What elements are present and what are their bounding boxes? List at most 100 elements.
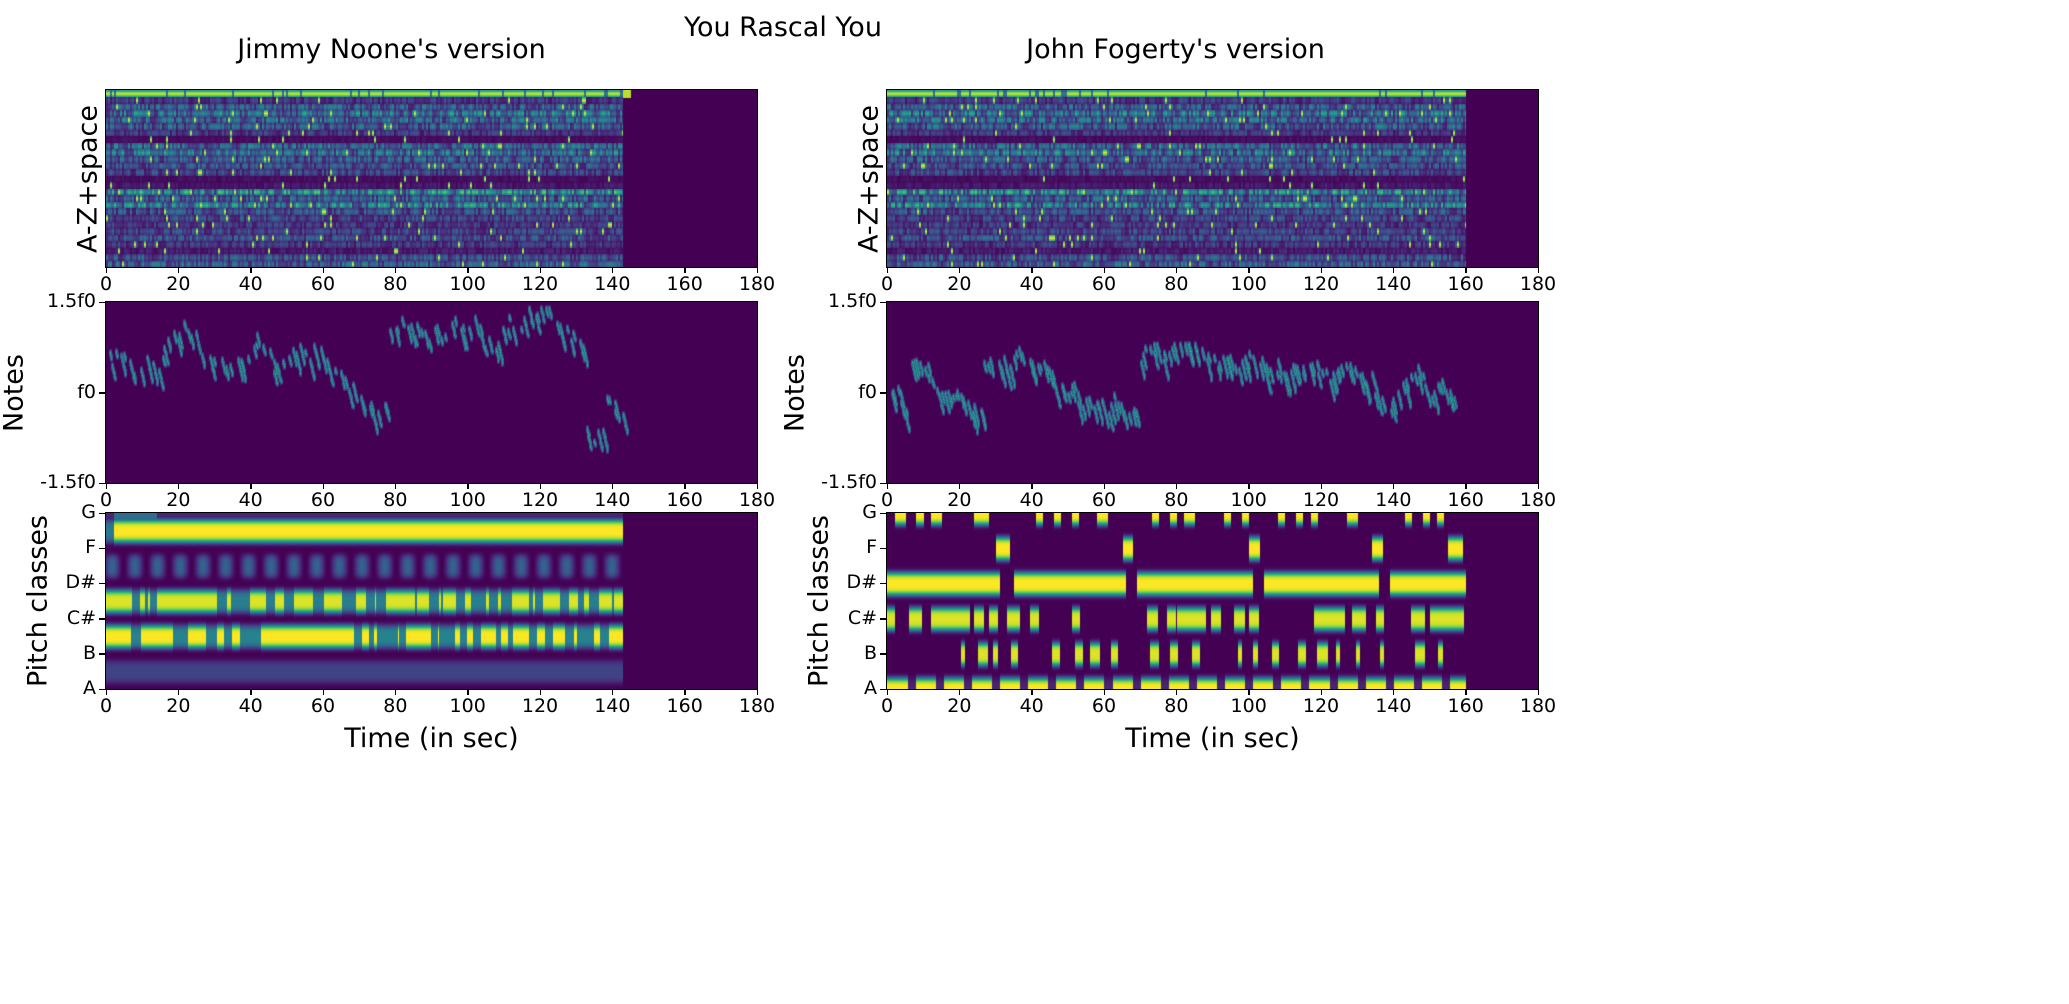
right-notes-xtick <box>1537 483 1539 489</box>
right-letters-ylabel: A-Z+space <box>853 104 885 253</box>
left-notes-ylabel: Notes <box>0 353 30 432</box>
right-pitch-classes-xtick <box>958 689 961 695</box>
right-notes-heatmap <box>886 301 1539 484</box>
left-notes-xtick-label: 160 <box>666 489 703 511</box>
right-notes-ytick-label: 1.5f0 <box>828 290 877 312</box>
left-letters-xtick <box>250 267 252 273</box>
left-pitch-classes-xtick <box>611 689 614 695</box>
right-pitch-classes-ytick <box>880 653 886 655</box>
right-notes-xtick-label: 100 <box>1230 489 1267 511</box>
left-notes-ytick <box>99 482 105 484</box>
left-letters-xtick <box>322 267 324 273</box>
right-letters-heatmap <box>886 89 1539 268</box>
left-pitch-classes-ytick <box>99 653 105 655</box>
left-pitch-classes-xtick-label: 20 <box>166 695 191 717</box>
right-pitch-classes-xtick-label: 160 <box>1447 695 1484 717</box>
right-notes-xtick-label: 0 <box>880 489 894 511</box>
right-notes-xtick-label: 120 <box>1302 489 1340 511</box>
left-notes-xtick-label: 120 <box>521 489 559 511</box>
left-letters-xtick <box>684 267 686 273</box>
left-pitch-classes-xtick <box>105 689 107 695</box>
left-letters-xtick-label: 80 <box>383 273 408 295</box>
right-letters-xtick <box>1392 267 1395 273</box>
left-pitch-classes-xtick <box>250 689 252 695</box>
right-letters-xtick <box>886 267 888 273</box>
right-pitch-classes-xtick-label: 40 <box>1019 695 1044 717</box>
left-letters-xtick <box>467 267 469 273</box>
right-pitch-classes-ytick <box>880 688 886 690</box>
right-pitch-classes-ytick-label: D# <box>846 571 877 594</box>
right-xlabel: Time (in sec) <box>1125 723 1300 754</box>
left-pitch-classes-ytick-label: F <box>85 536 96 559</box>
left-notes-xtick <box>467 483 469 489</box>
left-pitch-classes-ytick-label: G <box>81 501 96 523</box>
left-notes-xtick <box>322 483 324 489</box>
left-letters-xtick <box>756 267 758 273</box>
right-pitch-classes-xtick-label: 60 <box>1091 695 1117 717</box>
right-pitch-classes-ytick-label: G <box>862 501 877 523</box>
right-pitch-classes-ytick-label: A <box>864 677 877 699</box>
left-notes-xtick <box>611 483 614 489</box>
left-notes-ytick <box>99 392 105 394</box>
right-notes-xtick <box>886 483 888 489</box>
right-notes-xtick <box>958 483 961 489</box>
figure-title: You Rascal You <box>684 12 882 43</box>
right-pitch-classes-ytick <box>880 547 886 550</box>
right-pitch-classes-ytick <box>880 618 886 620</box>
left-notes-xtick <box>539 483 541 489</box>
left-notes-ytick-label: f0 <box>77 380 96 403</box>
right-letters-xtick <box>1248 267 1250 273</box>
left-notes-ytick-label: 1.5f0 <box>47 290 96 312</box>
right-letters-xtick-label: 80 <box>1164 273 1189 295</box>
right-notes-xtick <box>1465 483 1467 489</box>
left-letters-xtick-label: 140 <box>594 273 631 295</box>
right-notes-ytick <box>880 392 886 394</box>
left-column-title: Jimmy Noone's version <box>237 34 546 65</box>
left-letters-xtick-label: 60 <box>310 273 336 295</box>
left-pitch-classes-ylabel: Pitch classes <box>22 514 54 688</box>
left-pitch-classes-ytick <box>99 512 105 514</box>
left-letters-xtick <box>539 267 541 273</box>
right-pitch-classes-xtick <box>1031 689 1033 695</box>
right-notes-xtick-label: 140 <box>1375 489 1412 511</box>
right-letters-xtick-label: 40 <box>1019 273 1044 295</box>
right-notes-xtick-label: 40 <box>1019 489 1044 511</box>
right-pitch-classes-xtick-label: 140 <box>1375 695 1412 717</box>
left-pitch-classes-xtick <box>539 689 541 695</box>
left-pitch-classes-ytick <box>99 582 105 585</box>
right-pitch-classes-ytick <box>880 582 886 585</box>
left-pitch-classes-xtick <box>756 689 758 695</box>
left-pitch-classes-xtick-label: 180 <box>738 695 776 717</box>
left-notes-xtick-label: 80 <box>383 489 408 511</box>
right-notes-xtick-label: 60 <box>1091 489 1117 511</box>
right-notes-ylabel: Notes <box>779 353 811 432</box>
left-notes-xtick-label: 40 <box>238 489 263 511</box>
left-notes-xtick-label: 0 <box>99 489 113 511</box>
left-letters-xtick-label: 0 <box>99 273 113 295</box>
right-letters-xtick-label: 120 <box>1302 273 1340 295</box>
right-pitch-classes-xtick <box>1320 689 1322 695</box>
right-pitch-classes-xtick <box>1392 689 1395 695</box>
right-notes-xtick-label: 160 <box>1447 489 1484 511</box>
left-pitch-classes-ytick-label: C# <box>66 606 96 629</box>
right-pitch-classes-xtick <box>1103 689 1105 695</box>
left-notes-xtick-label: 180 <box>738 489 776 511</box>
right-notes-xtick <box>1031 483 1033 489</box>
right-letters-xtick-label: 0 <box>880 273 894 295</box>
left-pitch-classes-xtick-label: 60 <box>310 695 336 717</box>
right-pitch-classes-xtick-label: 180 <box>1519 695 1557 717</box>
right-notes-xtick-label: 20 <box>947 489 972 511</box>
left-pitch-classes-xtick-label: 160 <box>666 695 703 717</box>
right-pitch-classes-ytick-label: B <box>863 641 877 664</box>
left-letters-xtick <box>105 267 107 273</box>
right-pitch-classes-xtick <box>886 689 888 695</box>
left-notes-ytick <box>99 301 105 303</box>
right-letters-xtick-label: 20 <box>947 273 972 295</box>
right-pitch-classes-ylabel: Pitch classes <box>803 514 835 688</box>
right-letters-xtick <box>1537 267 1539 273</box>
left-pitch-classes-ytick <box>99 688 105 690</box>
left-letters-xtick-label: 100 <box>449 273 486 295</box>
left-letters-xtick-label: 180 <box>738 273 776 295</box>
right-notes-xtick <box>1248 483 1250 489</box>
left-notes-xtick <box>105 483 107 489</box>
